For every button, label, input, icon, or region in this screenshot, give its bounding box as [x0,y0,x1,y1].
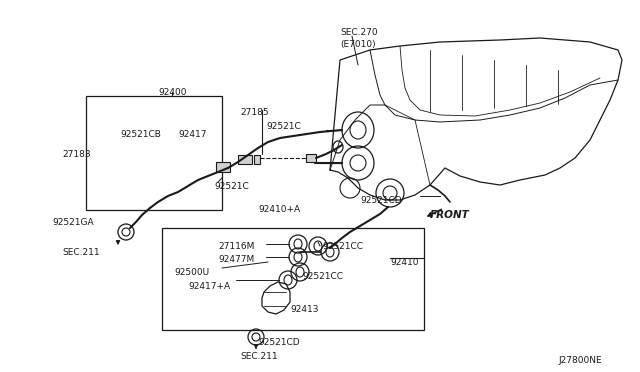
Text: 92410+A: 92410+A [258,205,300,214]
Text: 92413: 92413 [290,305,319,314]
Bar [216,162,230,172]
Text: 27185: 27185 [240,108,269,117]
Text: SEC.270: SEC.270 [340,28,378,37]
Text: 92500U: 92500U [174,268,209,277]
Bar [306,154,316,162]
Text: 92417: 92417 [178,130,207,139]
Text: J27800NE: J27800NE [558,356,602,365]
Text: SEC.211: SEC.211 [62,248,100,257]
Text: FRONT: FRONT [430,210,470,220]
Bar [86,96,222,210]
Text: 92521CC: 92521CC [302,272,343,281]
Text: 27116M: 27116M [218,242,254,251]
Text: 92477M: 92477M [218,255,254,264]
Bar [254,155,260,164]
Text: 92400: 92400 [158,88,186,97]
Text: 92521CD: 92521CD [360,196,402,205]
Text: (E7010): (E7010) [340,40,376,49]
Text: 92521CB: 92521CB [120,130,161,139]
Text: 92521C: 92521C [266,122,301,131]
Bar [238,155,252,164]
Text: 92410: 92410 [390,258,419,267]
Text: 92521GA: 92521GA [52,218,93,227]
Bar [162,228,424,330]
Text: 27183: 27183 [62,150,91,159]
Text: SEC.211: SEC.211 [240,352,278,361]
Text: 92521CD: 92521CD [258,338,300,347]
Text: 92521C: 92521C [214,182,249,191]
Text: 92521CC: 92521CC [322,242,363,251]
Text: 92417+A: 92417+A [188,282,230,291]
